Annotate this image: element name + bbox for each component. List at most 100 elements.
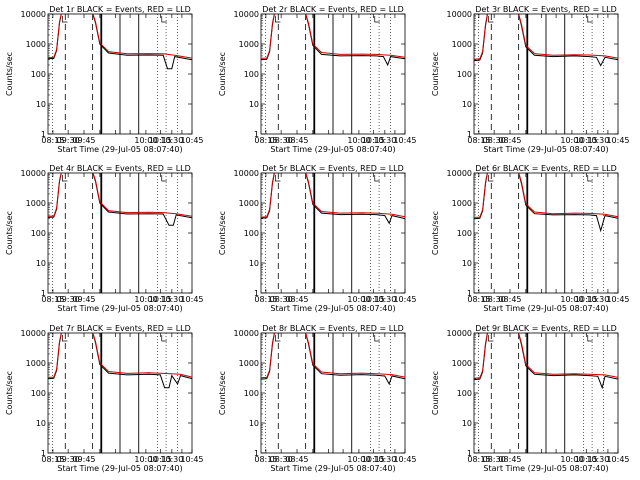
y-tick-label: 1000 xyxy=(239,199,259,208)
x-tick-label: 10:45 xyxy=(180,295,203,304)
y-tick-label: 1000 xyxy=(452,199,472,208)
segment-bracket xyxy=(587,16,593,23)
series-group xyxy=(261,333,405,386)
y-tick-label: 1 xyxy=(467,130,472,139)
series-group xyxy=(48,333,192,389)
y-tick-label: 1 xyxy=(254,449,259,458)
y-tick-label: 1 xyxy=(41,130,46,139)
segment-bracket xyxy=(374,16,380,23)
chart-title: Det 6r BLACK = Events, RED = LLD xyxy=(475,164,617,173)
x-tick-label: 10:15 xyxy=(575,295,598,304)
x-tick-label: 08:30 xyxy=(270,455,293,464)
x-tick-label: 10:15 xyxy=(575,136,598,145)
y-tick-label: 1000 xyxy=(239,40,259,49)
x-tick-label: 10:45 xyxy=(180,455,203,464)
y-tick-label: 10000 xyxy=(234,329,259,338)
chart-panel-4: Det 4r BLACK = Events, RED = LLD Counts/s… xyxy=(5,164,204,313)
x-axis-label: Start Time (29-Jul-05 08:07:40) xyxy=(483,145,608,154)
y-axis-label: Counts/sec xyxy=(5,371,14,415)
x-tick-label: 10:00 xyxy=(347,455,370,464)
y-tick-label: 1 xyxy=(467,289,472,298)
series-line-lld xyxy=(474,14,618,60)
segment-bracket xyxy=(587,175,593,182)
segment-bracket xyxy=(488,335,494,342)
x-tick-label: 08:30 xyxy=(483,136,506,145)
series-line-lld xyxy=(474,333,618,379)
chart-title: Det 7r BLACK = Events, RED = LLD xyxy=(49,324,191,333)
x-tick-label: 08:15 xyxy=(254,295,277,304)
y-tick-label: 100 xyxy=(457,389,472,398)
segment-bracket xyxy=(161,335,167,342)
series-group xyxy=(261,14,405,67)
segment-bracket xyxy=(587,335,593,342)
x-tick-label: 10:30 xyxy=(586,136,609,145)
y-tick-label: 10 xyxy=(462,100,472,109)
y-tick-label: 10 xyxy=(462,419,472,428)
segment-bracket xyxy=(374,175,380,182)
series-group xyxy=(48,14,192,70)
y-tick-label: 10000 xyxy=(21,329,46,338)
segment-bracket xyxy=(161,16,167,23)
x-tick-label: 10:30 xyxy=(586,455,609,464)
x-tick-label: 09:45 xyxy=(72,295,95,304)
x-tick-label: 10:30 xyxy=(160,295,183,304)
segment-bracket xyxy=(275,335,281,342)
series-line-lld xyxy=(261,14,405,59)
y-tick-label: 100 xyxy=(457,229,472,238)
segment-bracket xyxy=(62,175,68,182)
x-tick-label: 08:30 xyxy=(270,136,293,145)
x-tick-label: 08:15 xyxy=(41,295,64,304)
chart-title: Det 8r BLACK = Events, RED = LLD xyxy=(262,324,404,333)
y-tick-label: 100 xyxy=(31,229,46,238)
x-tick-label: 08:15 xyxy=(254,136,277,145)
chart-title: Det 2r BLACK = Events, RED = LLD xyxy=(262,5,404,14)
x-tick-label: 10:15 xyxy=(149,136,172,145)
y-tick-label: 1000 xyxy=(26,199,46,208)
y-tick-label: 100 xyxy=(244,229,259,238)
x-tick-label: 10:00 xyxy=(134,295,157,304)
series-line-lld xyxy=(48,333,192,378)
y-tick-label: 100 xyxy=(244,389,259,398)
chart-title: Det 4r BLACK = Events, RED = LLD xyxy=(49,164,191,173)
x-tick-label: 10:00 xyxy=(560,295,583,304)
series-group xyxy=(48,173,192,226)
y-tick-label: 1000 xyxy=(452,359,472,368)
x-tick-label: 10:45 xyxy=(393,455,416,464)
x-tick-label: 08:15 xyxy=(467,136,490,145)
y-axis-label: Counts/sec xyxy=(218,52,227,96)
x-tick-label: 10:00 xyxy=(347,295,370,304)
segment-bracket xyxy=(488,16,494,23)
y-tick-label: 10 xyxy=(249,100,259,109)
x-tick-label: 10:45 xyxy=(393,295,416,304)
x-tick-label: 10:45 xyxy=(393,136,416,145)
chart-panel-2: Det 2r BLACK = Events, RED = LLD Counts/s… xyxy=(218,5,417,154)
x-tick-label: 08:15 xyxy=(467,455,490,464)
x-axis-label: Start Time (29-Jul-05 08:07:40) xyxy=(483,464,608,473)
x-tick-label: 10:45 xyxy=(606,455,629,464)
x-tick-label: 10:30 xyxy=(373,455,396,464)
x-tick-label: 10:45 xyxy=(180,136,203,145)
series-group xyxy=(261,173,405,225)
series-line-lld xyxy=(48,173,192,217)
segment-bracket xyxy=(374,335,380,342)
y-tick-label: 1000 xyxy=(239,359,259,368)
x-tick-label: 08:15 xyxy=(41,455,64,464)
y-axis-label: Counts/sec xyxy=(218,211,227,255)
x-tick-label: 08:45 xyxy=(498,136,521,145)
chart-panel-3: Det 3r BLACK = Events, RED = LLD Counts/s… xyxy=(431,5,630,154)
x-tick-label: 08:45 xyxy=(285,455,308,464)
y-tick-label: 10 xyxy=(36,100,46,109)
x-axis-label: Start Time (29-Jul-05 08:07:40) xyxy=(270,464,395,473)
y-tick-label: 1 xyxy=(254,289,259,298)
series-group xyxy=(474,14,618,67)
series-line-lld xyxy=(48,14,192,59)
x-tick-label: 10:45 xyxy=(606,136,629,145)
y-tick-label: 10 xyxy=(36,419,46,428)
y-tick-label: 1000 xyxy=(26,359,46,368)
y-tick-label: 1000 xyxy=(452,40,472,49)
x-tick-label: 10:30 xyxy=(160,136,183,145)
y-axis-label: Counts/sec xyxy=(431,52,440,96)
y-axis-label: Counts/sec xyxy=(218,371,227,415)
segment-bracket xyxy=(275,175,281,182)
